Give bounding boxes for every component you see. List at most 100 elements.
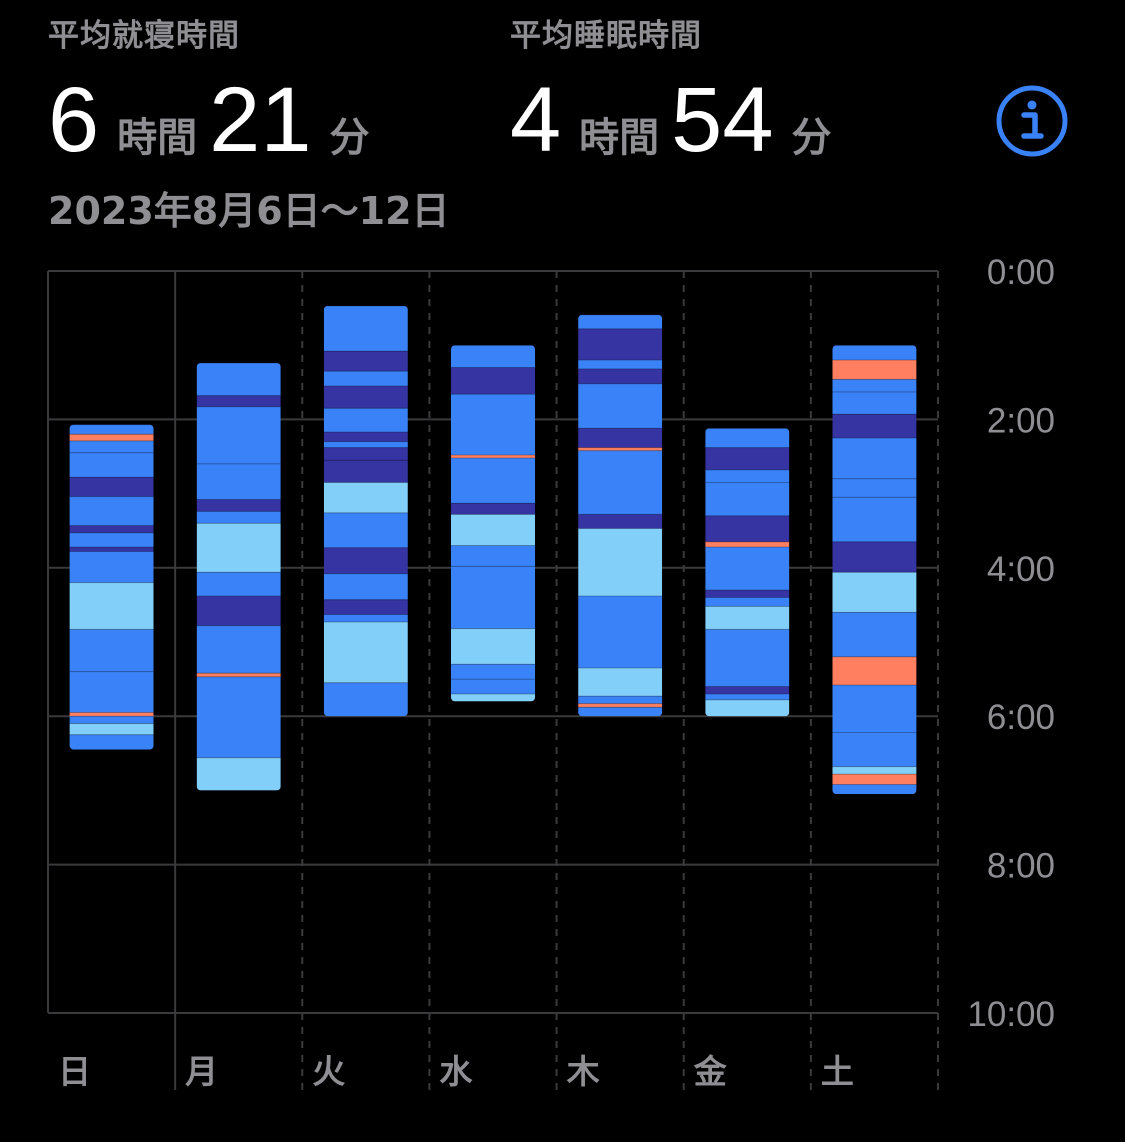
sleep-segment-core [705,428,790,448]
sleep-segment-deep [451,367,535,395]
sleep-segment-deep [323,386,408,409]
sleep-segment-core [705,629,790,687]
sleep-segment-rem [451,693,535,702]
sleep-segment-core [451,545,535,567]
sleep-segment-deep [705,447,790,470]
sleep-segment-core [451,679,535,694]
sleep-segment-deep [323,547,408,574]
sleep-segment-core [69,440,154,453]
sleep-segment-core [196,463,281,500]
sleep-segment-deep [451,503,535,515]
sleep-segment-deep [323,460,408,483]
sleep-segment-awake [832,360,917,380]
avg-sleep-minutes: 54 [671,69,774,171]
y-tick-label: 10:00 [967,995,1055,1034]
sleep-bar [323,305,408,717]
sleep-segment-deep [69,547,154,552]
sleep-segment-core [578,450,663,515]
sleep-segment-core [578,383,663,429]
x-tick-label: 金 [693,1052,728,1091]
sleep-segment-core [323,614,408,622]
y-tick-label: 0:00 [987,253,1055,292]
y-tick-label: 6:00 [987,698,1055,737]
sleep-segment-deep [832,414,917,438]
avg-sleep-value: 4 時間 54 分 [510,68,844,173]
sleep-segment-rem [451,628,535,665]
sleep-segment-core [69,716,154,724]
sleep-segment-core [69,452,154,478]
sleep-segment-core [705,469,790,483]
sleep-segment-core [323,573,408,600]
sleep-segment-awake [832,774,917,785]
sleep-segment-deep [323,351,408,372]
sleep-segment-core [196,676,281,758]
sleep-segment-core [196,511,281,524]
sleep-segment-core [69,532,154,548]
sleep-segment-deep [196,499,281,512]
sleep-segment-core [578,314,663,329]
sleep-segment-rem [196,757,281,791]
sleep-segment-core [832,685,917,733]
x-tick-label: 日 [58,1052,91,1091]
sleep-segment-deep [69,477,154,497]
avg-bedtime-value: 6 時間 21 分 [48,68,382,173]
sleep-segment-core [832,732,917,767]
sleep-segment-core [323,682,408,717]
sleep-segment-core [69,629,154,672]
sleep-segment-rem [69,582,154,630]
sleep-segment-awake [578,703,663,708]
x-tick-label: 月 [185,1052,218,1091]
sleep-segment-rem [196,523,281,573]
avg-sleep-hours: 4 [510,69,562,171]
sleep-segment-core [323,408,408,433]
avg-sleep-label: 平均睡眠時間 [510,18,702,54]
sleep-segment-rem [323,482,408,513]
sleep-segment-core [323,441,408,448]
sleep-segment-core [69,551,154,583]
sleep-segment-rem [69,723,154,735]
avg-bedtime-label: 平均就寝時間 [48,18,240,54]
sleep-segment-core [578,707,663,717]
avg-bedtime-minutes-unit: 分 [329,115,370,161]
sleep-bar [705,428,790,717]
sleep-segment-core [196,363,281,396]
sleep-segment-awake [705,541,790,548]
sleep-segment-awake [69,434,154,441]
date-range: 2023年8月6日〜12日 [48,189,450,233]
sleep-segment-deep [705,590,790,598]
sleep-segment-core [832,345,917,361]
sleep-segment-core [451,394,535,456]
sleep-segment-core [832,612,917,657]
sleep-segment-core [323,512,408,548]
sleep-bar [578,314,663,717]
sleep-segment-core [832,497,917,542]
sleep-segment-core [451,457,535,504]
sleep-segment-deep [705,515,790,542]
sleep-bar [832,345,917,795]
sleep-segment-awake [69,712,154,717]
sleep-segment-deep [578,328,663,361]
sleep-segment-core [451,664,535,680]
info-icon[interactable] [995,84,1069,158]
sleep-segment-core [705,547,790,591]
sleep-segment-deep [578,428,663,448]
sleep-segment-core [69,671,154,713]
sleep-segment-deep [578,514,663,529]
y-tick-label: 2:00 [987,401,1055,440]
sleep-segment-deep [832,541,917,573]
sleep-segment-deep [323,432,408,442]
sleep-segment-core [705,693,790,700]
sleep-segment-deep [69,525,154,533]
sleep-segment-deep [196,595,281,626]
sleep-segment-awake [578,447,663,451]
sleep-segment-core [705,482,790,516]
sleep-segment-deep [323,447,408,461]
sleep-segment-core [69,496,154,526]
avg-sleep-minutes-unit: 分 [791,115,832,161]
avg-sleep-hours-unit: 時間 [579,115,660,161]
sleep-segment-rem [705,699,790,717]
sleep-segment-awake [451,455,535,458]
y-tick-label: 4:00 [987,550,1055,589]
sleep-segment-core [196,625,281,674]
sleep-segment-rem [451,514,535,546]
